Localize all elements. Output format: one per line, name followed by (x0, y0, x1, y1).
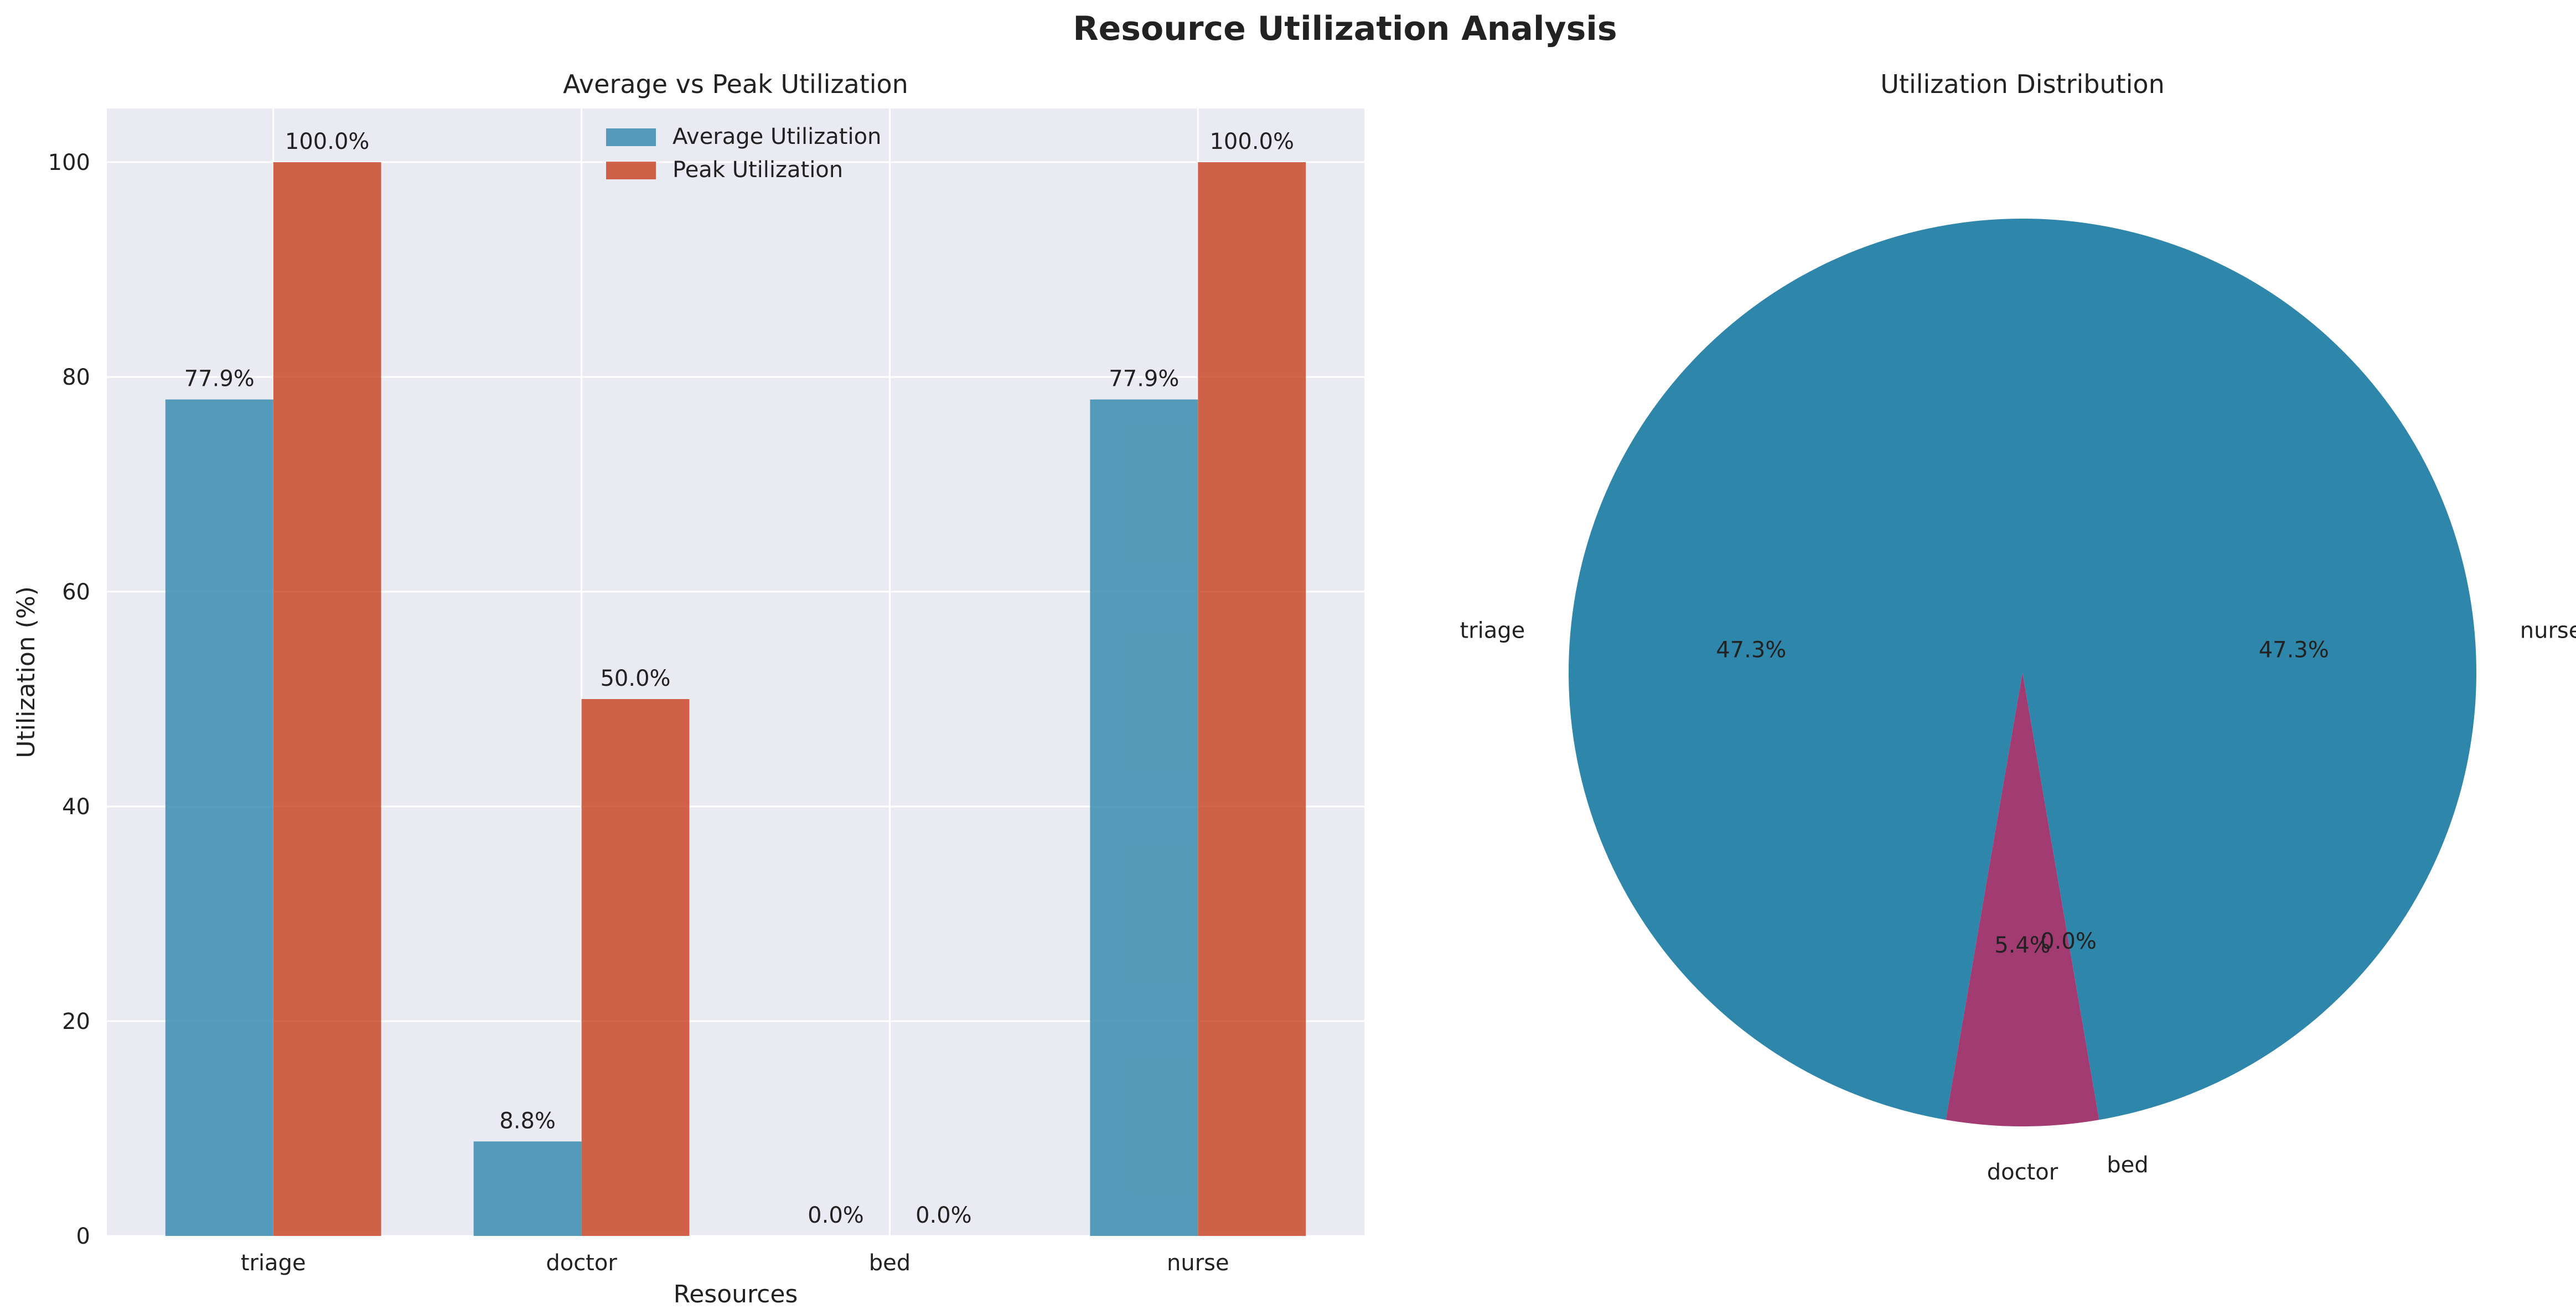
pie-label-triage: triage (1460, 618, 1525, 644)
bar-data-label: 0.0% (808, 1203, 864, 1228)
bar-data-label: 77.9% (184, 366, 255, 392)
bar-data-label: 0.0% (915, 1203, 972, 1228)
bar-data-labels: 77.9% 8.8% 0.0% 77.9% 100.0% 50.0% 0.0% 100.0% (184, 129, 1294, 1228)
figure-title: Resource Utilization Analysis (1073, 9, 1617, 48)
pie-chart: Utilization Distribution triage doctor bed… (1460, 69, 2576, 1185)
bar-average-doctor (473, 1141, 582, 1236)
x-tick-label: bed (869, 1250, 911, 1276)
pie-percent-nurse: 47.3% (2259, 637, 2329, 663)
x-tick-label: triage (241, 1250, 306, 1276)
bar-data-label: 50.0% (600, 666, 670, 691)
legend-label: Average Utilization (673, 124, 881, 149)
pie-label-doctor: doctor (1987, 1160, 2058, 1185)
bar-peak-doctor (581, 699, 690, 1236)
y-tick-label: 0 (76, 1224, 90, 1249)
y-axis-label: Utilization (%) (12, 586, 40, 758)
bar-average-nurse (1090, 399, 1198, 1236)
bar-chart: 77.9%8.8%0.0%77.9%100.0%50.0%0.0%100.0% … (12, 69, 1364, 1308)
pie-slice-doctor (1946, 672, 2099, 1126)
legend-label: Peak Utilization (673, 157, 843, 183)
pie-label-nurse: nurse (2520, 618, 2576, 644)
x-axis-ticks: triage doctor bed nurse (241, 1250, 1229, 1276)
y-tick-label: 20 (62, 1009, 90, 1034)
bar-peak-triage (273, 162, 381, 1236)
bar-peak-nurse (1198, 162, 1306, 1236)
y-tick-label: 60 (62, 580, 90, 605)
bar-data-label: 100.0% (1209, 129, 1294, 154)
bar-chart-title: Average vs Peak Utilization (563, 69, 908, 99)
pie-percent-doctor: 5.4% (1994, 933, 2051, 958)
pie-label-bed: bed (2107, 1152, 2148, 1178)
pie-slices (1569, 219, 2476, 1126)
pie-percent-labels: 47.3% 5.4%0.0% 47.3% (1716, 637, 2329, 958)
pie-percent-triage: 47.3% (1716, 637, 1786, 663)
bar-data-label: 100.0% (285, 129, 370, 154)
x-tick-label: nurse (1167, 1250, 1229, 1276)
pie-slice-triage (1569, 219, 2022, 1120)
y-axis-ticks: 0 20 40 60 80 100 (48, 150, 90, 1249)
legend: Average Utilization Peak Utilization (606, 124, 881, 183)
y-tick-label: 100 (48, 150, 90, 175)
bar-series (165, 162, 1306, 1236)
legend-swatch-peak (606, 162, 656, 179)
pie-slice-nurse (2022, 219, 2476, 1120)
bar-average-triage (165, 399, 273, 1236)
x-tick-label: doctor (546, 1250, 617, 1276)
pie-percent-bed: 0.0% (2040, 929, 2097, 954)
bar-data-label: 8.8% (499, 1108, 556, 1134)
y-tick-label: 40 (62, 794, 90, 820)
pie-chart-title: Utilization Distribution (1880, 69, 2164, 99)
bar-data-label: 77.9% (1109, 366, 1179, 392)
x-axis-label: Resources (674, 1280, 798, 1308)
pie-labels: triage doctor bed nurse (1460, 618, 2576, 1185)
legend-swatch-average (606, 128, 656, 146)
y-tick-label: 80 (62, 365, 90, 390)
